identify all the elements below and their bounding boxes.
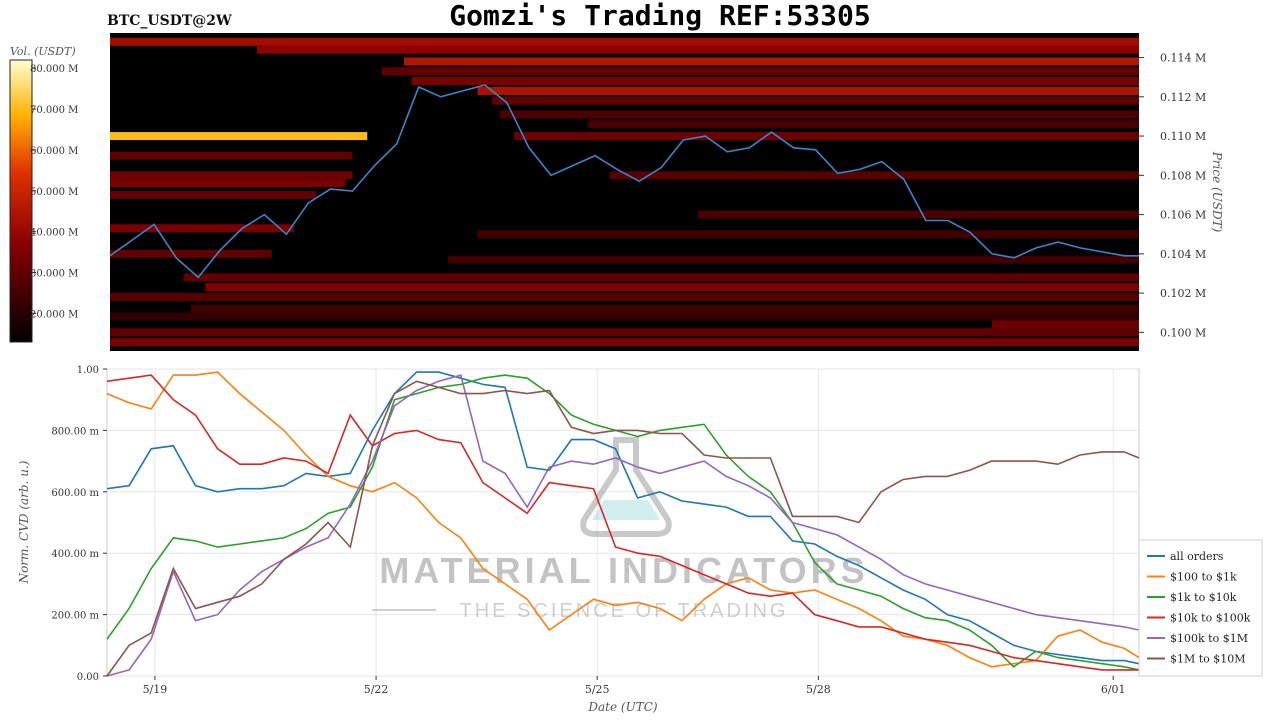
liquidity-wall (110, 151, 353, 160)
price-tick-label: 0.110 M (1160, 130, 1206, 143)
liquidity-wall (587, 120, 1139, 129)
pair-label: BTC_USDT@2W (107, 13, 232, 29)
colorbar-tick-label: 70.000 M (30, 105, 78, 116)
price-line (109, 84, 1139, 279)
cvd-y-tick-label: 200.00 m (51, 611, 99, 622)
liquidity-wall (110, 338, 1139, 347)
watermark-subtitle: THE SCIENCE OF TRADING (460, 600, 789, 622)
series-line (106, 371, 1140, 665)
liquidity-wall (110, 171, 353, 180)
series-line (106, 374, 1140, 677)
liquidity-wall (698, 210, 1139, 219)
heatmap-panel: 0.114 M 0.112 M 0.110 M 0.108 M 0.106 M 0.104… (109, 33, 1224, 351)
liquidity-wall (110, 249, 272, 258)
colorbar-tick-label: 50.000 M (30, 187, 78, 198)
liquidity-wall (205, 283, 1140, 292)
price-tick-label: 0.114 M (1160, 52, 1206, 65)
liquidity-wall (110, 293, 1139, 302)
cvd-panel: MATERIAL INDICATORS THE SCIENCE OF TRADI… (17, 365, 1140, 714)
colorbar-gradient (9, 59, 33, 343)
colorbar-tick-label: 60.000 M (30, 146, 78, 157)
legend-box (1138, 539, 1263, 677)
colorbar-tick-label: 20.000 M (30, 309, 78, 320)
liquidity-wall (183, 273, 1139, 282)
legend: all orders $100 to $1k $1k to $10k $10k to … (1138, 539, 1263, 677)
liquidity-wall (110, 312, 1139, 321)
watermark-title: MATERIAL INDICATORS (379, 550, 868, 591)
cvd-y-tick-label: 0.00 (77, 672, 99, 683)
legend-label: $100k to $1M (1170, 632, 1248, 645)
liquidity-wall (257, 45, 1139, 54)
colorbar-label: Vol. (USDT) (10, 45, 76, 58)
liquidity-wall (381, 67, 1139, 76)
colorbar-tick-label: 30.000 M (30, 269, 78, 280)
cvd-plot-area (106, 368, 1140, 677)
liquidity-wall (448, 255, 1140, 264)
liquidity-wall (110, 132, 368, 141)
liquidity-wall (110, 37, 1139, 46)
price-tick-label: 0.106 M (1160, 209, 1206, 222)
liquidity-wall (992, 320, 1139, 329)
liquidity-wall (477, 230, 1139, 239)
price-tick-label: 0.102 M (1160, 287, 1206, 300)
series-line (106, 371, 1140, 668)
cvd-y-tick-label: 400.00 m (51, 549, 99, 560)
legend-label: all orders (1170, 550, 1224, 563)
cvd-x-tick-label: 5/25 (585, 683, 610, 696)
liquidity-wall (404, 57, 1139, 66)
liquidity-wall (492, 96, 1139, 105)
cvd-x-tick-label: 6/01 (1101, 683, 1126, 696)
chart-title: Gomzi's Trading REF:53305 (449, 0, 870, 32)
liquidity-wall (609, 171, 1139, 180)
liquidity-wall (110, 328, 1139, 337)
legend-label: $1M to $10M (1170, 653, 1246, 666)
liquidity-wall (477, 86, 1139, 95)
watermark: MATERIAL INDICATORS THE SCIENCE OF TRADI… (372, 437, 868, 622)
series-line (106, 374, 1140, 671)
series-line (106, 374, 1139, 671)
price-tick-label: 0.108 M (1160, 169, 1206, 182)
colorbar: Vol. (USDT) 80.000 M 70.000 M 60.000 M 50.0… (9, 45, 78, 343)
flask-icon (580, 437, 672, 537)
liquidity-wall (190, 304, 1140, 313)
price-tick-label: 0.112 M (1160, 91, 1206, 104)
series-line (106, 380, 1140, 677)
colorbar-tick-label: 40.000 M (30, 228, 78, 239)
cvd-y-tick-label: 600.00 m (51, 488, 99, 499)
liquidity-wall (110, 224, 294, 233)
cvd-y-tick-label: 800.00 m (51, 426, 99, 437)
cvd-ylabel: Norm. CVD (arb. u.) (17, 460, 31, 584)
legend-label: $1k to $10k (1170, 591, 1237, 604)
liquidity-wall (499, 110, 1139, 119)
cvd-x-tick-label: 5/28 (806, 683, 831, 696)
price-tick-label: 0.104 M (1160, 248, 1206, 261)
liquidity-wall (514, 132, 1139, 141)
legend-label: $10k to $100k (1170, 612, 1251, 625)
cvd-xlabel: Date (UTC) (587, 700, 657, 714)
liquidity-wall (110, 190, 316, 199)
heatmap-ylabel: Price (USDT) (1210, 151, 1224, 233)
price-tick-label: 0.100 M (1160, 326, 1206, 339)
legend-label: $100 to $1k (1170, 571, 1237, 584)
liquidity-wall (411, 77, 1140, 86)
colorbar-tick-label: 80.000 M (30, 64, 78, 75)
cvd-x-tick-label: 5/22 (364, 683, 389, 696)
liquidity-wall (110, 179, 346, 188)
cvd-y-tick-label: 1.00 (77, 365, 99, 376)
cvd-x-tick-label: 5/19 (143, 683, 168, 696)
